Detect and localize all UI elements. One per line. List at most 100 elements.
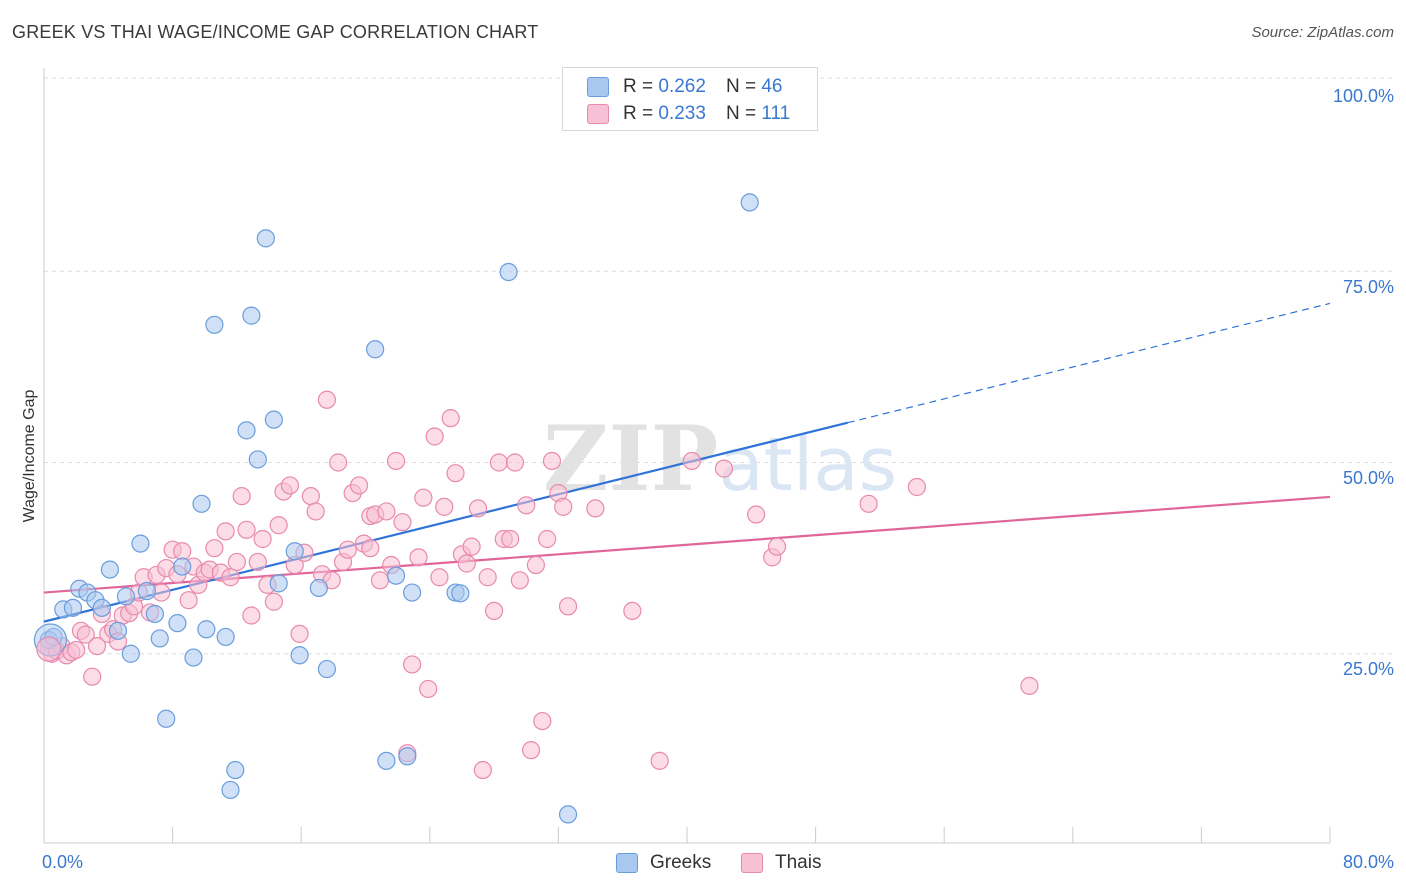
greek-point: [63, 598, 83, 617]
legend-thais-swatch: [741, 853, 763, 873]
legend-row-greeks: R = 0.262 N = 46: [587, 75, 782, 99]
thai-point: [253, 529, 272, 549]
gridlines: [44, 77, 1394, 655]
thai-point: [393, 513, 412, 532]
thais-r-value: 0.233: [658, 103, 706, 124]
greek-point: [451, 584, 470, 603]
points: [33, 193, 1039, 824]
watermark: ZIPatlas: [543, 406, 897, 512]
thai-point: [542, 451, 562, 471]
greeks-r-value: 0.262: [658, 76, 706, 97]
thai-point: [441, 409, 460, 428]
thai-point: [907, 477, 926, 497]
thai-point: [462, 537, 481, 556]
thai-point: [280, 476, 300, 495]
thai-point: [409, 548, 428, 567]
chart-title: GREEK VS THAI WAGE/INCOME GAP CORRELATIO…: [12, 22, 539, 42]
greek-point: [137, 581, 156, 601]
thai-point: [306, 502, 325, 521]
thai-point: [301, 487, 320, 506]
thai-point: [521, 741, 541, 760]
y-tick-100: 100.0%: [1332, 86, 1394, 106]
greek-point: [285, 542, 304, 561]
greek-point: [121, 644, 140, 663]
x-tick-min: 0.0%: [42, 852, 84, 872]
thai-point: [237, 520, 256, 539]
thai-point: [1020, 676, 1039, 695]
thai-point: [87, 636, 107, 656]
thai-point: [767, 537, 787, 556]
thai-point: [623, 601, 642, 621]
greek-point: [290, 646, 309, 665]
greek-point: [309, 578, 328, 598]
greek-point: [221, 780, 240, 800]
thai-point: [221, 568, 240, 587]
thai-point: [435, 497, 454, 516]
greek-point: [150, 629, 169, 648]
source-label: Source: ZipAtlas.com: [1251, 24, 1394, 41]
thai-point: [425, 427, 444, 446]
greek-point: [237, 421, 256, 440]
greek-point: [157, 709, 176, 728]
greeks-trend-line: [43, 421, 849, 623]
greek-point: [317, 659, 337, 679]
thai-point: [370, 571, 390, 590]
thai-point: [558, 597, 578, 616]
thai-point: [478, 568, 497, 587]
thai-point: [338, 540, 357, 559]
thais-swatch: [587, 104, 609, 124]
thai-point: [485, 601, 504, 621]
thai-point: [269, 516, 288, 535]
greek-point: [256, 229, 275, 248]
thai-point: [468, 499, 488, 518]
greek-point: [100, 560, 120, 579]
thai-point: [242, 606, 261, 625]
greek-point: [108, 621, 128, 640]
legend-greeks: Greeks: [616, 852, 711, 874]
greek-point: [226, 760, 245, 780]
thai-point: [533, 711, 552, 731]
greek-point: [499, 262, 518, 282]
thai-point: [510, 571, 529, 590]
y-tick-75: 75.0%: [1342, 277, 1394, 297]
greek-point: [168, 614, 187, 633]
greek-point: [216, 627, 235, 647]
legend-greeks-label: Greeks: [650, 852, 712, 873]
thai-point: [290, 624, 309, 643]
legend-stats: R = 0.262 N = 46 R = 0.233 N = 111: [562, 67, 818, 131]
greeks-n-value: 46: [761, 76, 783, 97]
trend-lines: [43, 302, 1331, 623]
thai-point: [205, 539, 224, 558]
thai-point: [538, 529, 557, 549]
thai-point: [430, 568, 449, 587]
thai-point: [386, 451, 406, 471]
greeks-r-label: R =: [623, 76, 654, 97]
thai-point: [349, 476, 369, 495]
y-tick-25: 25.0%: [1342, 659, 1394, 679]
thai-point: [489, 453, 509, 472]
thai-point: [173, 542, 192, 561]
greek-point: [248, 450, 267, 469]
greek-point: [403, 583, 422, 602]
greek-point: [145, 604, 165, 624]
greek-point: [173, 557, 192, 576]
thai-point: [650, 751, 669, 770]
legend-thais: Thais: [741, 852, 821, 874]
greek-point: [184, 648, 203, 667]
thai-point: [317, 390, 337, 409]
thai-point: [517, 496, 536, 515]
thais-trend-line: [43, 495, 1331, 594]
thai-point: [414, 488, 433, 507]
greek-point: [366, 340, 385, 359]
thai-point: [377, 502, 396, 521]
greek-point: [398, 747, 417, 766]
thais-r-label: R =: [623, 103, 654, 124]
greek-point: [264, 410, 283, 429]
greek-point: [116, 587, 136, 606]
greeks-swatch: [587, 77, 609, 97]
thai-point: [248, 552, 267, 572]
thai-point: [747, 505, 766, 524]
legend-thais-label: Thais: [775, 852, 822, 873]
thai-point: [329, 453, 348, 472]
